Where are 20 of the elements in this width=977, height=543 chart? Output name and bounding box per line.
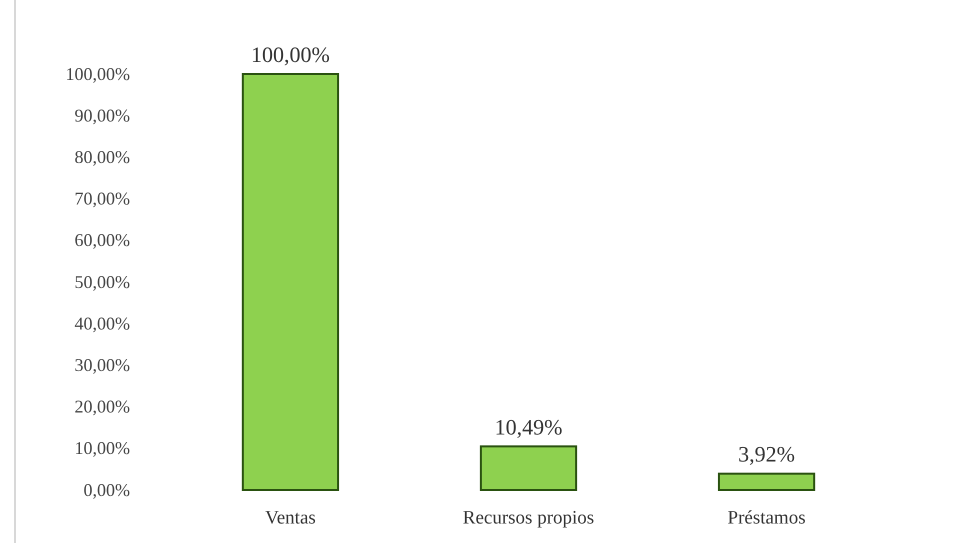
y-tick-label: 70,00% bbox=[74, 188, 130, 209]
bar bbox=[718, 472, 816, 491]
y-tick-label: 90,00% bbox=[74, 105, 130, 126]
bar bbox=[242, 73, 340, 491]
y-tick-label: 100,00% bbox=[66, 64, 130, 84]
data-label: 100,00% bbox=[251, 42, 330, 67]
y-tick-label: 30,00% bbox=[74, 354, 130, 375]
y-tick-label: 60,00% bbox=[74, 230, 130, 250]
y-tick-label: 10,00% bbox=[74, 438, 130, 458]
x-tick-label: Recursos propios bbox=[462, 507, 594, 528]
y-tick-label: 50,00% bbox=[74, 272, 130, 292]
y-tick-label: 20,00% bbox=[74, 396, 130, 417]
x-tick-label: Préstamos bbox=[727, 507, 806, 528]
y-tick-label: 80,00% bbox=[74, 146, 130, 167]
y-tick-label: 0,00% bbox=[84, 480, 130, 500]
data-label: 3,92% bbox=[738, 442, 795, 467]
bar bbox=[480, 445, 578, 491]
data-label: 10,49% bbox=[494, 414, 562, 440]
x-tick-label: Ventas bbox=[265, 507, 316, 528]
y-tick-label: 40,00% bbox=[74, 313, 130, 334]
